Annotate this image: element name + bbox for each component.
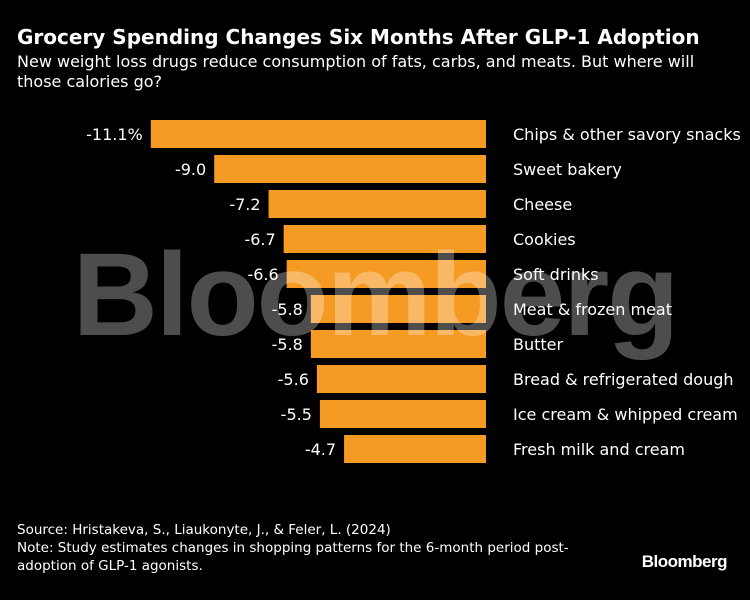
value-label-6: -5.8 — [272, 335, 303, 354]
bar-3 — [283, 225, 486, 253]
methodology-note: Note: Study estimates changes in shoppin… — [17, 540, 569, 574]
category-label-8: Ice cream & whipped cream — [513, 405, 738, 424]
bar-chart: -11.1% Chips & other savory snacks -9.0 Swe… — [86, 120, 741, 463]
category-label-2: Cheese — [513, 195, 572, 214]
category-label-3: Cookies — [513, 230, 576, 249]
bar-7 — [316, 365, 486, 393]
category-label-0: Chips & other savory snacks — [513, 125, 741, 144]
bar-0 — [150, 120, 486, 148]
value-label-3: -6.7 — [244, 230, 275, 249]
bar-9 — [344, 435, 486, 463]
value-label-7: -5.6 — [278, 370, 309, 389]
category-label-7: Bread & refrigerated dough — [513, 370, 734, 389]
value-label-8: -5.5 — [281, 405, 312, 424]
category-label-4: Soft drinks — [513, 265, 599, 284]
value-label-1: -9.0 — [175, 160, 206, 179]
bar-4 — [286, 260, 486, 288]
chart-subtitle: New weight loss drugs reduce consumption… — [17, 52, 695, 91]
bar-6 — [310, 330, 486, 358]
value-label-5: -5.8 — [272, 300, 303, 319]
chart-footer: Source: Hristakeva, S., Liaukonyte, J., … — [17, 521, 617, 575]
source-note: Source: Hristakeva, S., Liaukonyte, J., … — [17, 522, 391, 538]
category-label-6: Butter — [513, 335, 564, 354]
chart-title: Grocery Spending Changes Six Months Afte… — [17, 25, 700, 49]
bloomberg-logo: Bloomberg — [641, 552, 728, 571]
value-label-9: -4.7 — [305, 440, 336, 459]
category-label-9: Fresh milk and cream — [513, 440, 685, 459]
value-label-0: -11.1% — [86, 125, 143, 144]
bar-1 — [214, 155, 486, 183]
category-label-1: Sweet bakery — [513, 160, 622, 179]
value-label-4: -6.6 — [247, 265, 278, 284]
value-label-2: -7.2 — [229, 195, 260, 214]
bar-8 — [319, 400, 486, 428]
bar-5 — [310, 295, 486, 323]
category-label-5: Meat & frozen meat — [513, 300, 672, 319]
bar-2 — [268, 190, 486, 218]
